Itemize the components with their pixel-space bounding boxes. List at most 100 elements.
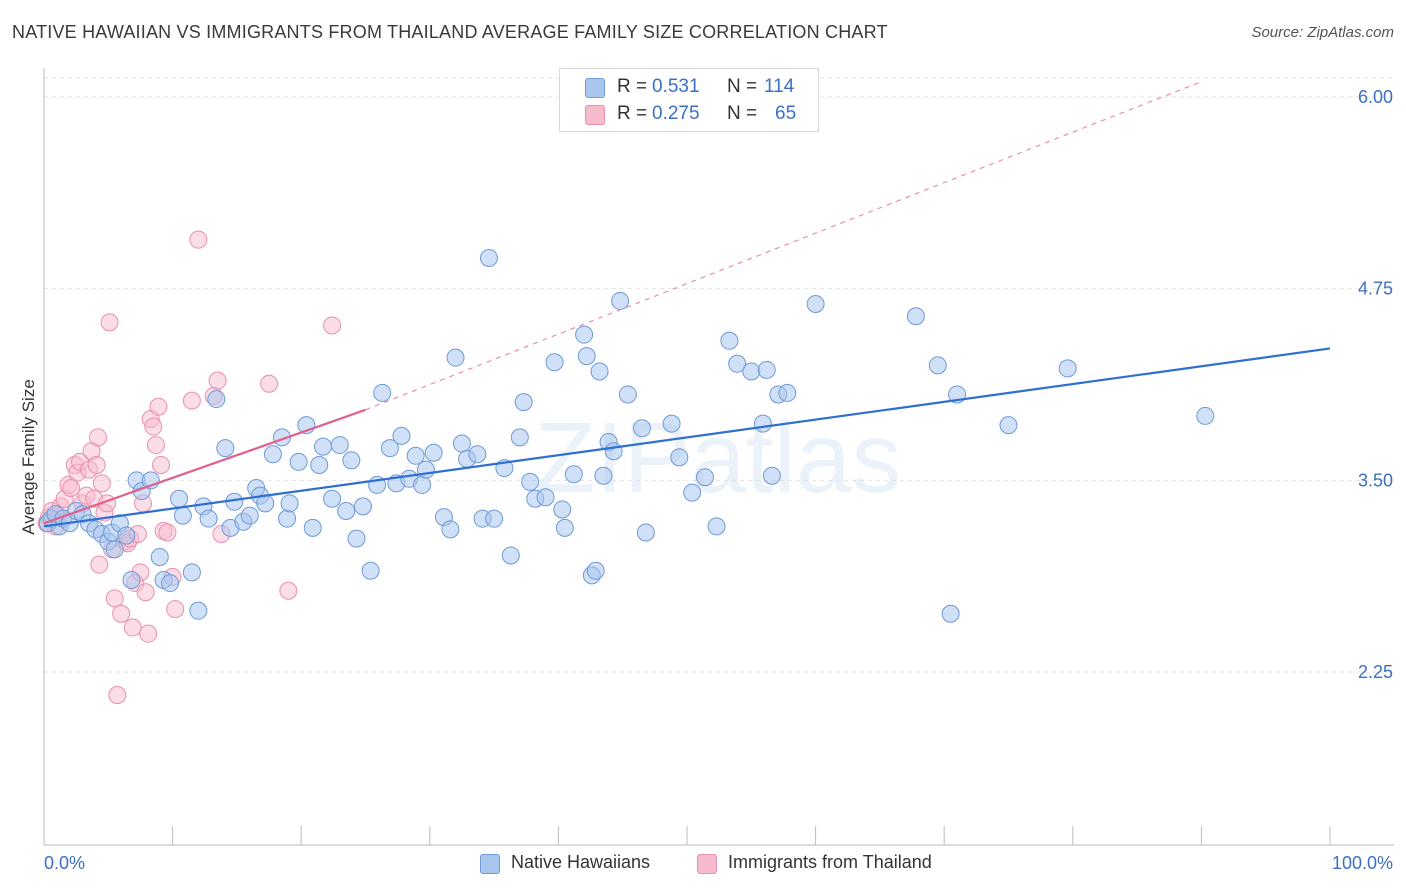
y-tick-label: 4.75 (1358, 279, 1393, 299)
data-point-immigrants-thailand (92, 474, 111, 493)
data-point-immigrants-thailand (146, 436, 165, 455)
data-point-native-hawaiians (468, 445, 487, 464)
data-point-native-hawaiians (510, 428, 529, 447)
x-tick-label: 100.0% (1332, 853, 1393, 873)
data-point-immigrants-thailand (105, 589, 124, 608)
trend-line-immigrants-thailand (43, 408, 366, 525)
data-point-native-hawaiians (553, 500, 572, 519)
data-point-native-hawaiians (173, 506, 192, 525)
data-point-native-hawaiians (347, 529, 366, 548)
source-label: Source: ZipAtlas.com (1251, 24, 1394, 41)
data-point-native-hawaiians (117, 526, 136, 545)
data-point-native-hawaiians (280, 494, 299, 513)
data-point-native-hawaiians (199, 509, 218, 528)
data-point-native-hawaiians (380, 439, 399, 458)
data-point-immigrants-thailand (123, 618, 142, 637)
legend-r-value: 0.275 (652, 103, 700, 124)
data-point-native-hawaiians (906, 307, 925, 326)
data-point-native-hawaiians (170, 489, 189, 508)
data-point-immigrants-thailand (139, 624, 158, 643)
data-point-native-hawaiians (413, 475, 432, 494)
data-point-native-hawaiians (337, 502, 356, 520)
data-point-immigrants-thailand (152, 456, 171, 474)
bottom-legend-swatch-blue (480, 854, 500, 874)
data-point-native-hawaiians (514, 393, 533, 412)
data-point-native-hawaiians (353, 497, 372, 516)
data-point-native-hawaiians (778, 383, 797, 402)
legend-row-native-hawaiians: R = 0.531 N = 114 (560, 73, 818, 101)
data-point-native-hawaiians (161, 574, 180, 593)
y-axis-label: Average Family Size (19, 379, 38, 535)
data-point-native-hawaiians (263, 445, 282, 464)
chart-title: NATIVE HAWAIIAN VS IMMIGRANTS FROM THAIL… (12, 22, 888, 42)
legend-r-label: R = (617, 76, 648, 97)
y-tick-label: 6.00 (1358, 87, 1393, 107)
data-point-native-hawaiians (406, 446, 425, 465)
data-point-native-hawaiians (150, 548, 169, 566)
data-point-immigrants-thailand (323, 316, 342, 335)
data-point-immigrants-thailand (100, 313, 119, 332)
data-point-native-hawaiians (604, 442, 623, 461)
data-point-immigrants-thailand (149, 397, 168, 416)
data-point-native-hawaiians (555, 518, 574, 537)
data-point-native-hawaiians (424, 443, 443, 462)
correlation-legend: R = 0.531 N = 114 R = 0.275 N = 65 (559, 68, 819, 132)
data-point-native-hawaiians (928, 356, 947, 375)
data-point-immigrants-thailand (62, 479, 81, 497)
data-point-native-hawaiians (762, 466, 781, 485)
data-point-immigrants-thailand (144, 417, 163, 436)
y-tick-label: 3.50 (1358, 470, 1393, 490)
data-point-native-hawaiians (278, 509, 297, 528)
data-point-native-hawaiians (501, 546, 520, 565)
data-point-native-hawaiians (670, 448, 689, 467)
data-point-native-hawaiians (452, 434, 471, 453)
trend-lines (43, 81, 1331, 528)
data-point-native-hawaiians (753, 414, 772, 433)
data-point-native-hawaiians (122, 571, 141, 589)
data-point-native-hawaiians (545, 353, 564, 372)
bottom-legend-swatch-pink (697, 854, 717, 874)
data-point-native-hawaiians (941, 604, 960, 623)
data-point-native-hawaiians (536, 488, 555, 507)
data-point-immigrants-thailand (108, 686, 127, 704)
data-point-native-hawaiians (310, 456, 329, 474)
data-point-native-hawaiians (361, 561, 380, 580)
data-point-native-hawaiians (323, 489, 342, 508)
bottom-legend-immigrants-thailand: Immigrants from Thailand (697, 852, 977, 876)
data-point-native-hawaiians (707, 517, 726, 536)
data-point-native-hawaiians (105, 540, 124, 559)
data-point-native-hawaiians (720, 331, 739, 350)
data-point-immigrants-thailand (90, 555, 109, 574)
data-point-native-hawaiians (632, 419, 651, 438)
bottom-legend-label: Immigrants from Thailand (728, 852, 932, 872)
data-point-native-hawaiians (189, 601, 208, 620)
data-point-immigrants-thailand (182, 391, 201, 410)
legend-n-value: 65 (775, 103, 797, 124)
data-point-native-hawaiians (207, 390, 226, 409)
x-ticks (43, 826, 1331, 845)
data-point-immigrants-thailand (158, 523, 177, 542)
data-point-immigrants-thailand (136, 583, 155, 602)
legend-swatch-pink (585, 105, 605, 125)
bottom-legend-label: Native Hawaiians (511, 852, 651, 872)
data-point-immigrants-thailand (189, 230, 208, 249)
watermark: ZIPatlas (535, 402, 902, 514)
x-tick-label: 0.0% (44, 853, 85, 873)
legend-n-label: N = (727, 103, 758, 124)
y-tick-labels: 2.25 3.50 4.75 6.00 (1358, 87, 1393, 682)
series-native-hawaiians (38, 249, 1215, 623)
data-point-immigrants-thailand (260, 374, 279, 393)
data-point-immigrants-thailand (87, 456, 106, 474)
data-point-immigrants-thailand (89, 428, 108, 447)
data-point-native-hawaiians (479, 249, 498, 267)
data-point-native-hawaiians (728, 354, 747, 373)
data-point-native-hawaiians (446, 348, 465, 367)
data-point-native-hawaiians (1196, 406, 1215, 425)
data-point-native-hawaiians (683, 483, 702, 502)
data-point-native-hawaiians (806, 295, 825, 313)
data-point-native-hawaiians (342, 451, 361, 470)
data-point-native-hawaiians (577, 347, 596, 366)
data-point-native-hawaiians (521, 472, 540, 491)
trend-line-native-hawaiians (43, 347, 1331, 528)
data-point-native-hawaiians (240, 506, 259, 525)
